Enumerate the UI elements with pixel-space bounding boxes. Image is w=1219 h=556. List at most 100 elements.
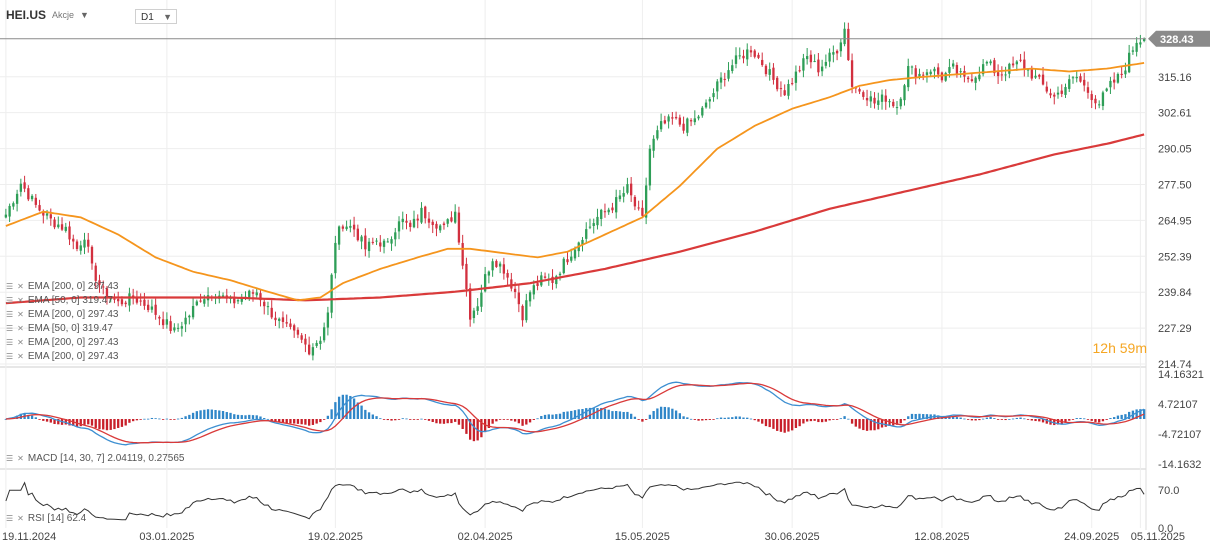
macd-bar [1034,419,1037,422]
candle [345,226,348,230]
candle [817,59,820,73]
timeframe-select[interactable]: D1 ▼ [135,9,177,24]
candle [450,217,453,222]
candle [1083,79,1086,86]
macd-bar [79,419,82,427]
macd-bar [525,419,528,425]
macd-bar [993,418,996,419]
candle [929,71,932,75]
overlay-legend-label: EMA [200, 0] 297.43 [27,337,119,348]
macd-legend[interactable]: ☰ ✕ MACD [14, 30, 7] 2.04119, 0.27565 [6,453,184,464]
close-icon[interactable]: ✕ [17,296,24,305]
candle [996,72,1000,77]
macd-bar [794,419,798,428]
candle [375,240,378,242]
close-icon[interactable]: ✕ [17,282,24,291]
macd-bar [375,416,378,419]
macd-bar [326,415,330,419]
macd-bar [1071,419,1075,420]
macd-bar [727,417,730,419]
candle [727,70,730,79]
macd-bar [427,419,431,421]
symbol-header[interactable]: HEI.US Akcje ▼ [6,8,89,22]
macd-bar [734,416,738,419]
overlay-legend-item[interactable]: ☰ ✕ EMA [200, 0] 297.43 [6,281,119,292]
candle [824,61,828,66]
candle [682,123,685,131]
settings-icon[interactable]: ☰ [6,282,14,291]
candle [143,299,146,306]
macd-bar [907,416,910,419]
settings-icon[interactable]: ☰ [6,454,14,463]
macd-bar [161,419,165,420]
candle [30,195,34,200]
candle [839,42,843,52]
settings-icon[interactable]: ☰ [6,324,14,333]
candle [1064,87,1067,95]
chevron-down-icon[interactable]: ▼ [163,12,172,22]
close-icon[interactable]: ✕ [17,454,24,463]
candle [487,271,491,276]
macd-bar [966,419,970,420]
overlay-legend-item[interactable]: ☰ ✕ EMA [200, 0] 297.43 [6,309,119,320]
macd-bar [746,417,749,419]
candle [510,279,513,289]
candle [334,242,337,274]
overlay-legend-item[interactable]: ☰ ✕ EMA [50, 0] 319.47 [6,323,113,334]
overlay-legend-item[interactable]: ☰ ✕ EMA [50, 0] 319.47 [6,295,113,306]
macd-bar [345,394,348,420]
macd-bar [914,413,917,420]
close-icon[interactable]: ✕ [17,338,24,347]
rsi-legend[interactable]: ☰ ✕ RSI [14] 62.4 [6,513,86,524]
candle [165,319,169,325]
y-tick-label: 264.95 [1158,215,1192,227]
settings-icon[interactable]: ☰ [6,310,14,319]
chevron-down-icon[interactable]: ▼ [80,10,89,20]
macd-bar [244,415,247,420]
close-icon[interactable]: ✕ [17,310,24,319]
macd-bar [113,419,116,430]
macd-bar [1038,419,1041,422]
candle [173,327,176,331]
macd-bar [495,419,498,422]
macd-bar [203,409,206,419]
candle [731,65,734,72]
macd-bar [188,414,191,419]
candle [1011,63,1015,66]
macd-y-tick-label: -4.72107 [1158,429,1201,441]
macd-bar [731,417,734,419]
macd-bar [390,419,393,421]
macd-bar [600,407,603,420]
settings-icon[interactable]: ☰ [6,296,14,305]
candle [674,116,678,119]
settings-icon[interactable]: ☰ [6,514,14,523]
overlay-legend-item[interactable]: ☰ ✕ EMA [200, 0] 297.43 [6,337,119,348]
candle-countdown: 12h 59m [1092,340,1147,356]
overlay-legend-label: EMA [50, 0] 319.47 [27,295,113,306]
rsi-y-tick-label: 0.0 [1158,523,1173,535]
candle [783,90,786,96]
macd-bar [322,419,326,420]
close-icon[interactable]: ✕ [17,514,24,523]
settings-icon[interactable]: ☰ [6,338,14,347]
macd-bar [974,419,977,421]
macd-bar [90,419,94,426]
macd-bar [165,418,169,420]
candle [491,261,494,271]
macd-bar [38,419,41,420]
settings-icon[interactable]: ☰ [6,352,14,361]
macd-bar [120,419,124,427]
candle [1113,79,1116,83]
macd-bar [233,414,236,419]
candle [364,235,367,250]
candle [513,288,517,292]
candle [12,203,15,207]
close-icon[interactable]: ✕ [17,324,24,333]
close-icon[interactable]: ✕ [17,352,24,361]
macd-bar [776,419,779,431]
overlay-legend-item[interactable]: ☰ ✕ EMA [200, 0] 297.43 [6,351,119,362]
macd-bar [918,413,921,419]
macd-bar [349,395,352,420]
